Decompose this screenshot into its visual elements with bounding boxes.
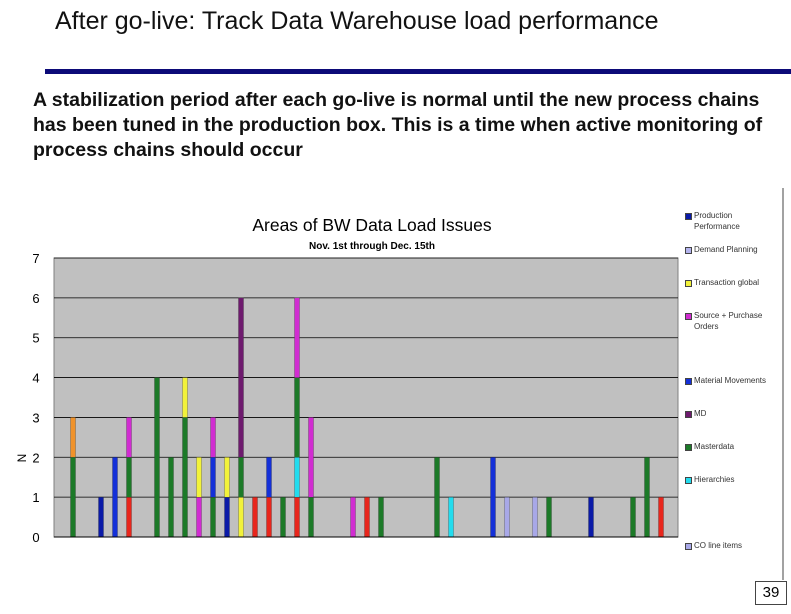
bar-segment-other-2 <box>70 417 76 458</box>
bar-segment-co-line-items <box>504 496 510 538</box>
legend-label: Transaction global <box>694 278 760 287</box>
bar-segment-transaction-global <box>182 377 188 418</box>
y-axis-label: N <box>15 454 29 463</box>
chart-subtitle: Nov. 1st through Dec. 15th <box>309 241 435 252</box>
bar-segment-other <box>364 496 370 538</box>
bar-segment-material-movements <box>490 457 496 538</box>
legend-label: Hierarchies <box>694 475 735 484</box>
bar-segment-material-movements <box>266 457 272 498</box>
bar-segment-hierarchies <box>294 457 300 498</box>
bar-segment-production-performance <box>588 496 594 538</box>
y-tick-label: 3 <box>32 410 39 425</box>
legend-swatch <box>685 477 692 484</box>
title-rule <box>45 69 791 74</box>
legend-swatch <box>685 444 692 451</box>
legend-label: Masterdata <box>694 442 735 451</box>
bar-segment-masterdata <box>630 496 636 538</box>
bar-segment-transaction-global <box>224 457 230 498</box>
bar-segment-masterdata <box>154 377 160 538</box>
y-tick-label: 0 <box>32 530 39 545</box>
bar-segment-transaction-global <box>238 496 244 538</box>
bar-segment-hierarchies <box>448 496 454 538</box>
legend-swatch <box>685 543 692 550</box>
legend-label: Demand Planning <box>694 245 758 254</box>
bar-segment-production-performance <box>98 496 104 538</box>
chart-title: Areas of BW Data Load Issues <box>252 215 492 235</box>
bar-segment-source-purchase-orders <box>308 417 314 498</box>
bar-segment-source-purchase-orders <box>196 496 202 538</box>
bar-segment-masterdata <box>434 457 440 538</box>
bar-segment-source-purchase-orders <box>210 417 216 458</box>
bar-segment-masterdata <box>546 496 552 538</box>
bar-segment-material-movements <box>210 457 216 498</box>
legend-swatch <box>685 411 692 418</box>
legend-swatch <box>685 213 692 220</box>
y-tick-label: 1 <box>32 490 39 505</box>
bar-segment-source-purchase-orders <box>350 496 356 538</box>
bar-segment-masterdata <box>168 457 174 538</box>
y-tick-label: 5 <box>32 331 39 346</box>
bar-segment-production-performance <box>224 496 230 538</box>
bar-segment-other <box>266 496 272 538</box>
bar-segment-source-purchase-orders <box>126 417 132 458</box>
bar-segment-other <box>658 496 664 538</box>
legend-swatch <box>685 313 692 320</box>
bar-segment-co-line-items <box>532 496 538 538</box>
bar-segment-source-purchase-orders <box>294 297 300 378</box>
bar-segment-masterdata <box>280 496 286 538</box>
bar-segment-masterdata <box>126 457 132 498</box>
legend-label: Source + Purchase Orders <box>694 311 763 331</box>
y-tick-label: 4 <box>32 371 39 386</box>
bar-segment-masterdata <box>294 377 300 458</box>
legend-swatch <box>685 280 692 287</box>
legend-label: MD <box>694 409 707 418</box>
y-tick-label: 6 <box>32 291 39 306</box>
page-number: 39 <box>755 581 787 605</box>
legend-label: CO line items <box>694 541 743 550</box>
bar-segment-md <box>238 297 244 458</box>
legend-label: Material Movements <box>694 376 767 385</box>
bar-segment-other <box>252 496 258 538</box>
y-tick-label: 2 <box>32 450 39 465</box>
bar-segment-other <box>294 496 300 538</box>
legend-swatch <box>685 247 692 254</box>
slide-subtitle: A stabilization period after each go-liv… <box>33 89 763 161</box>
bar-segment-other <box>126 496 132 538</box>
bar-segment-material-movements <box>112 457 118 538</box>
plot-area <box>53 257 679 538</box>
y-tick-label: 7 <box>32 251 39 266</box>
bar-segment-masterdata <box>644 457 650 538</box>
slide-title: After go-live: Track Data Warehouse load… <box>55 7 659 35</box>
bar-segment-masterdata <box>308 496 314 538</box>
legend-label: Production Performance <box>694 211 740 231</box>
bar-segment-masterdata <box>182 417 188 538</box>
legend-swatch <box>685 378 692 385</box>
bar-segment-masterdata <box>70 457 76 538</box>
bar-segment-masterdata <box>378 496 384 538</box>
bar-segment-transaction-global <box>196 457 202 498</box>
bar-segment-masterdata <box>238 457 244 498</box>
bar-segment-masterdata <box>210 496 216 538</box>
